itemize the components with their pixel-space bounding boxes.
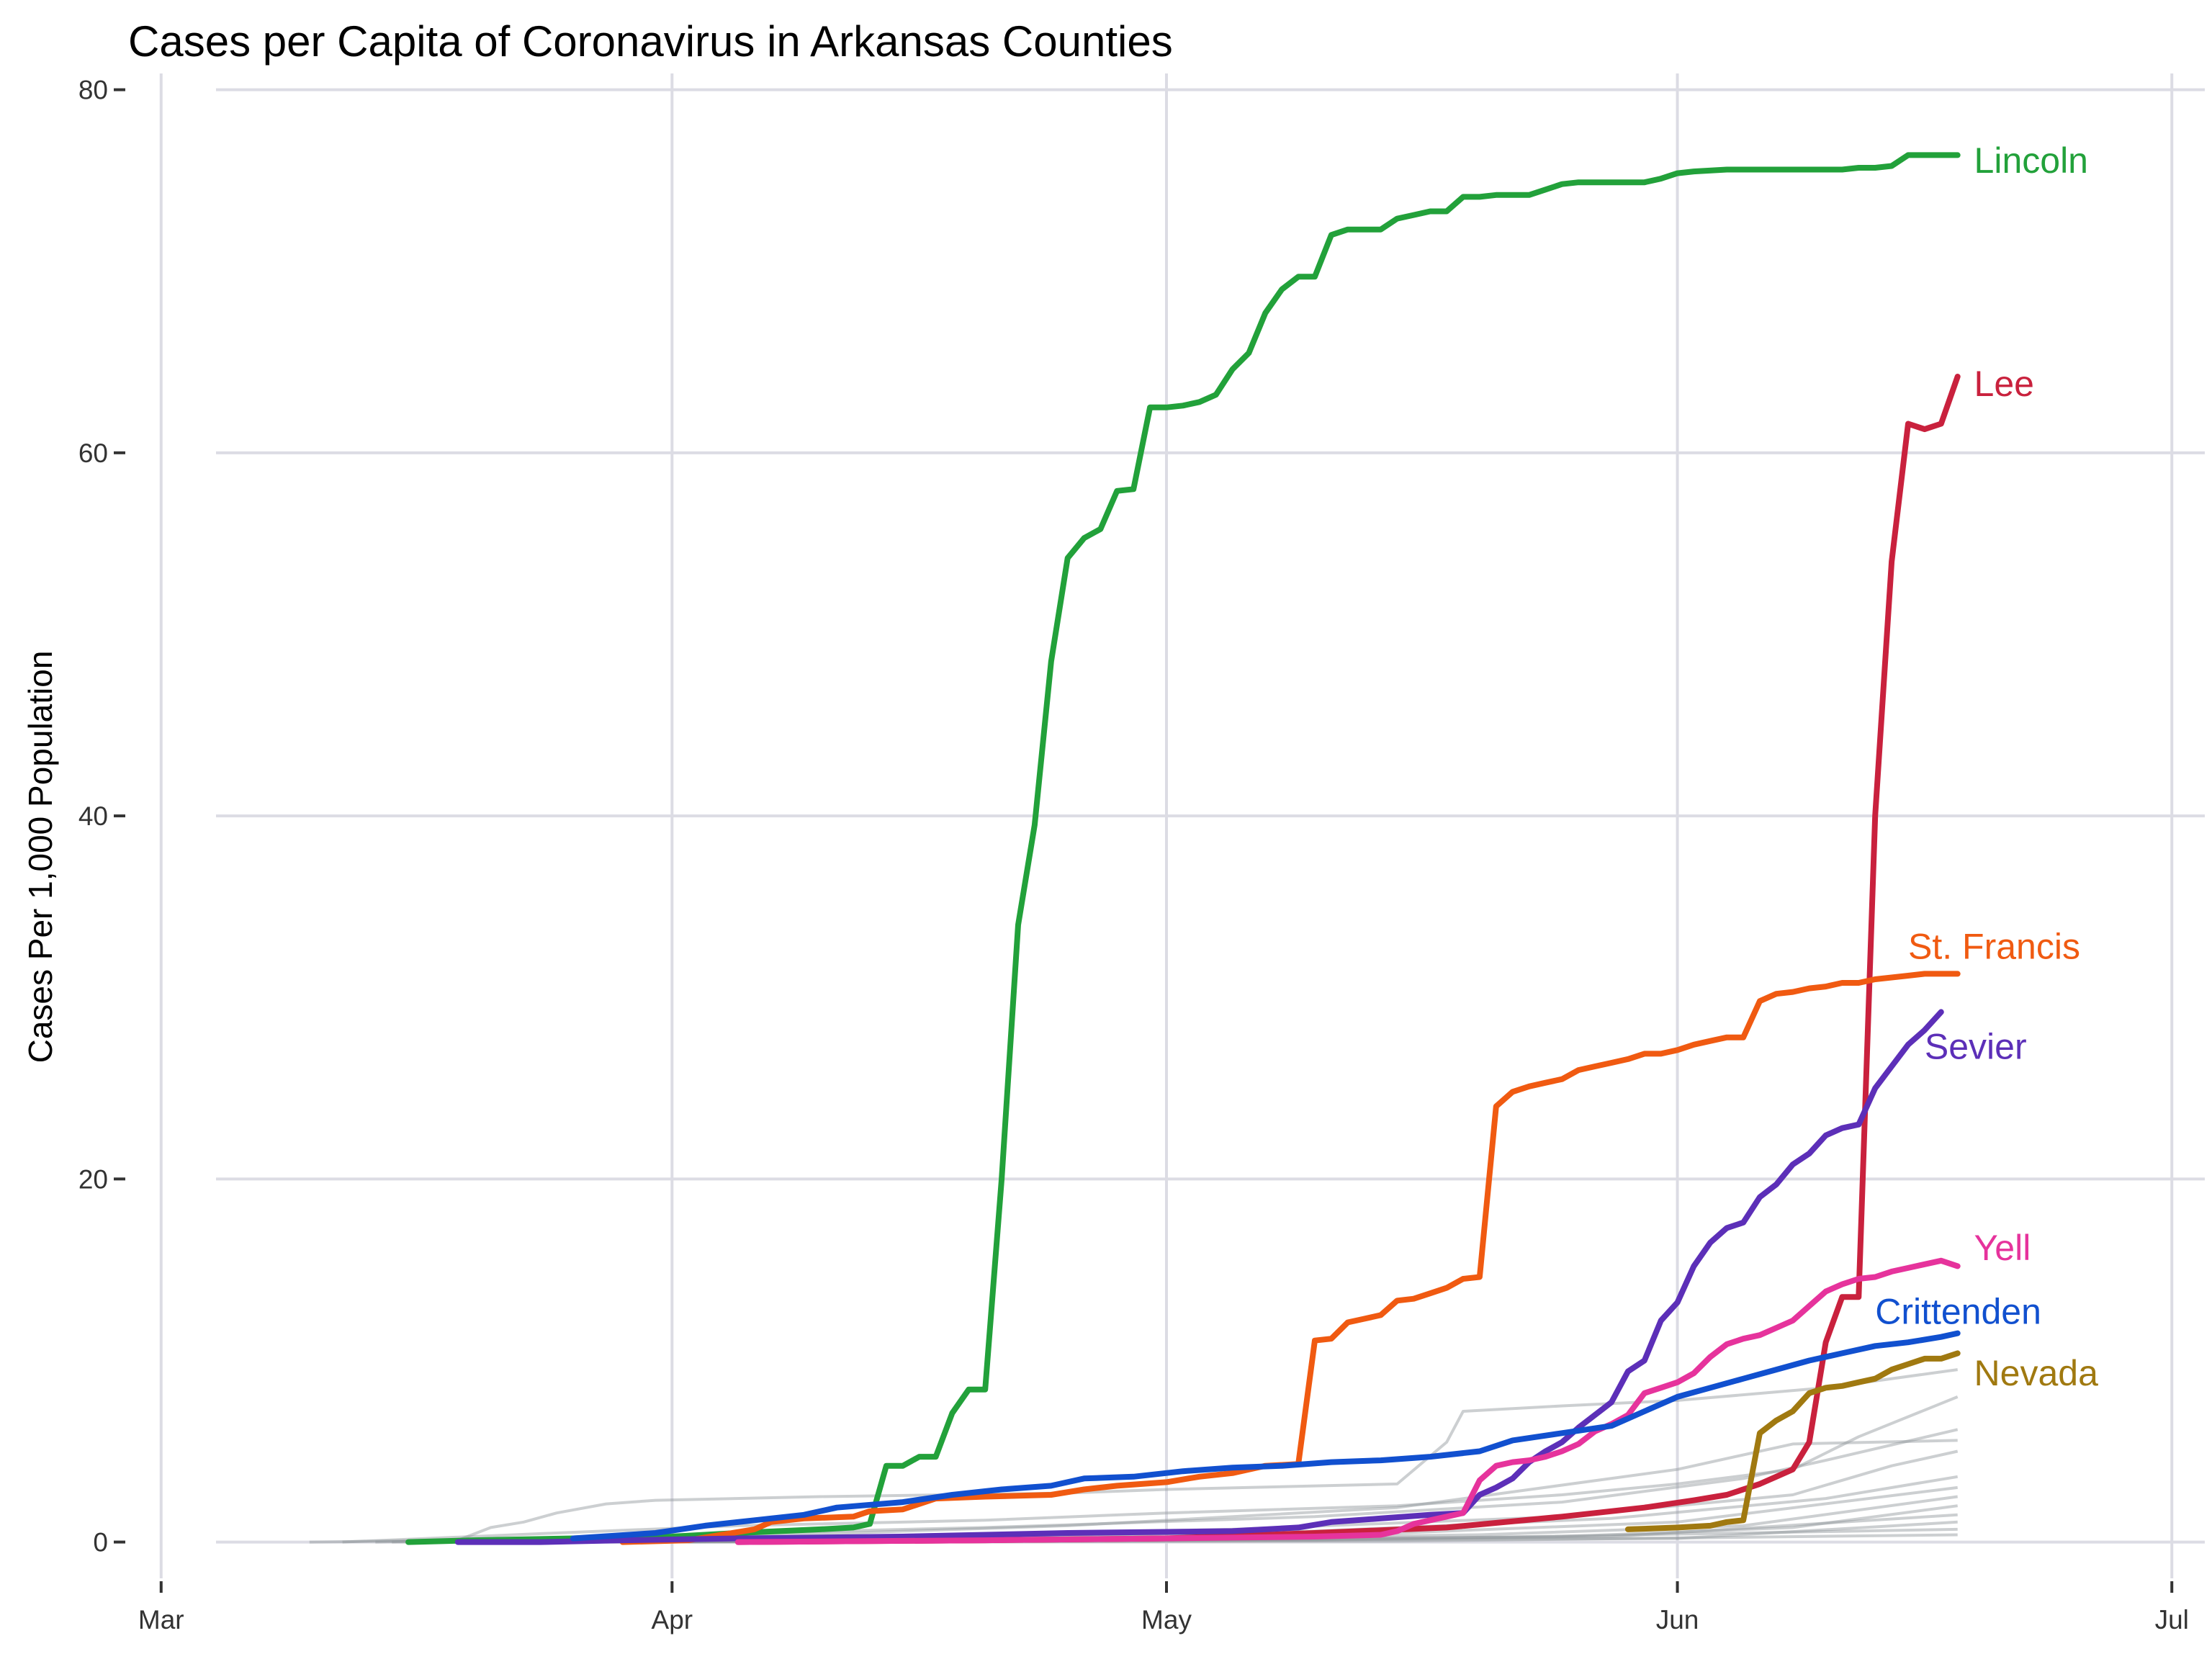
x-tick-label: Apr bbox=[652, 1605, 693, 1635]
series-line-lee bbox=[734, 374, 1961, 1545]
axes: 0 20 40 60 80 Mar Apr May Jun Jul bbox=[78, 76, 2189, 1635]
y-tick-label: 40 bbox=[78, 801, 108, 831]
series-label-nevada: Nevada bbox=[1974, 1353, 2099, 1393]
series-label-yell: Yell bbox=[1974, 1228, 2031, 1268]
series-line-lincoln bbox=[405, 152, 1961, 1545]
x-tick-label: Jul bbox=[2155, 1605, 2189, 1635]
series-line-crittenden bbox=[570, 1330, 1961, 1542]
series-label-st-francis: St. Francis bbox=[1908, 927, 2080, 967]
series-label-lee: Lee bbox=[1974, 364, 2034, 404]
series-line-st-francis bbox=[619, 971, 1961, 1545]
grid-layer bbox=[159, 73, 2205, 1578]
y-axis-label: Cases Per 1,000 Population bbox=[22, 651, 59, 1064]
background-lines bbox=[309, 1368, 1959, 1544]
x-tick-label: Mar bbox=[138, 1605, 184, 1635]
x-tick-label: May bbox=[1141, 1605, 1192, 1635]
y-tick-label: 80 bbox=[78, 76, 108, 105]
series-line-sevier bbox=[454, 1009, 1944, 1545]
series-end-labels: Lincoln Lee St. Francis Sevier Yell Crittende… bbox=[1875, 140, 2098, 1393]
background-county-line bbox=[309, 1368, 1958, 1544]
highlighted-series bbox=[405, 152, 1961, 1545]
y-tick-label: 60 bbox=[78, 439, 108, 468]
y-tick-label: 20 bbox=[78, 1164, 108, 1194]
y-tick-label: 0 bbox=[93, 1528, 108, 1557]
series-line-nevada bbox=[1624, 1350, 1961, 1532]
series-label-sevier: Sevier bbox=[1925, 1026, 2027, 1066]
series-line-yell bbox=[734, 1257, 1961, 1545]
chart-title: Cases per Capita of Coronavirus in Arkan… bbox=[128, 17, 1173, 66]
series-label-crittenden: Crittenden bbox=[1875, 1291, 2041, 1331]
x-tick-label: Jun bbox=[1656, 1605, 1699, 1635]
series-label-lincoln: Lincoln bbox=[1974, 140, 2088, 181]
